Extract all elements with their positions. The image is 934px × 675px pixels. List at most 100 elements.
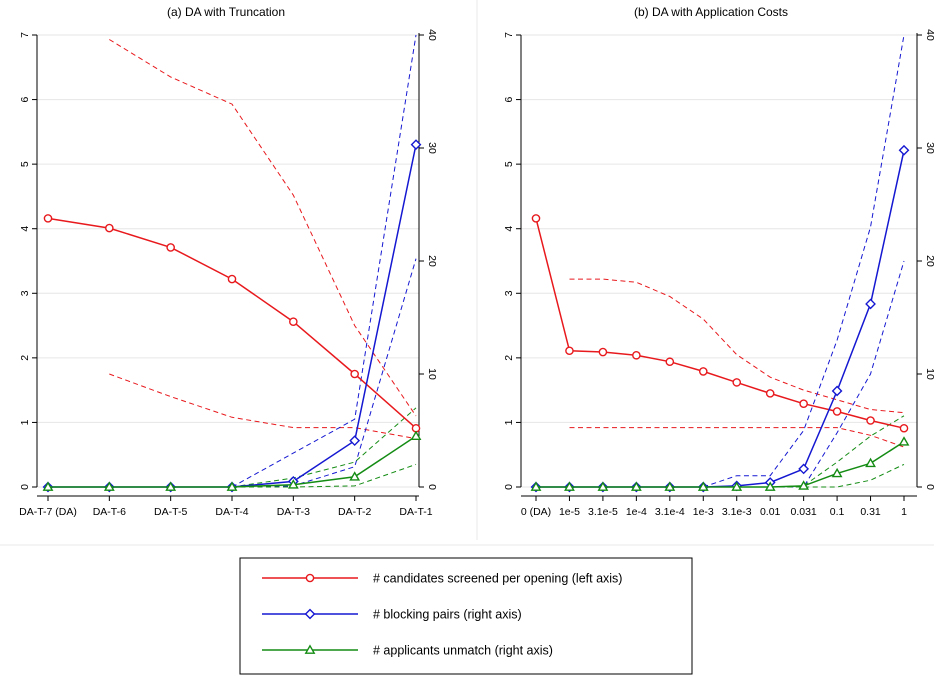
panel-a-series-0-point [350, 369, 359, 379]
panel-a-left-tick-label: 0 [19, 484, 31, 490]
panel-b-series-2-point [564, 481, 575, 491]
panel-b-x-tick-label: 0 (DA) [521, 506, 551, 518]
panel-b-series-1-line [536, 150, 905, 488]
panel-b-series-1-point [831, 385, 843, 397]
panel-b-x-tick-label: 3.1e-4 [655, 506, 685, 518]
panel-a-chart: (a) DA with Truncation 0 1 2 3 4 5 6 7 0 10 20 30 40… [19, 5, 438, 518]
panel-a-left-tick-label: 3 [19, 290, 31, 296]
panel-b-left-tick-label: 3 [503, 290, 515, 296]
panel-a-x-tick-label: DA-T-2 [338, 506, 371, 518]
panel-b-right-tick-label: 30 [924, 142, 934, 154]
panel-b-x-tick-label: 1e-3 [693, 506, 714, 518]
panel-a-series-2-point [165, 481, 177, 491]
panel-b-right-tick-label: 10 [924, 368, 934, 380]
panel-a-series-0-point [289, 317, 298, 326]
panel-a-series-2-point [42, 481, 54, 491]
panel-a-series-2-point [287, 479, 299, 489]
panel-b-left-tick-label: 0 [503, 484, 515, 490]
panel-b-series-0-point [732, 378, 742, 387]
panel-b-x-tick-label: 0.31 [860, 506, 881, 518]
panel-a-left-tick-label: 2 [19, 355, 31, 361]
panel-b-series-2-point [597, 481, 609, 491]
panel-a-x-tick-label: DA-T-1 [399, 506, 432, 518]
panel-a-band-0-upper-line [109, 39, 417, 417]
panel-a-band-2-upper-line [231, 407, 417, 488]
panel-a-band-1-lower-line [231, 258, 417, 488]
panel-b-series-2-point [664, 481, 676, 491]
legend: # candidates screened per opening (left … [239, 557, 693, 675]
panel-a-right-tick-label: 40 [426, 29, 438, 41]
panel-a-band-2-lower-line [232, 463, 417, 488]
panel-b-series-2-point [764, 481, 776, 491]
panel-a-left-tick-label: 5 [19, 161, 31, 167]
panel-b-x-tick-label: 1e-5 [559, 506, 580, 518]
panel-b-series-0-point [832, 407, 842, 416]
panel-b-right-tick-label: 40 [924, 29, 934, 41]
panel-b-series-0-point [866, 416, 875, 425]
panel-b-series-0-point [565, 346, 574, 356]
panel-a-title: (a) DA with Truncation [167, 5, 285, 19]
panel-b-series-0-point [698, 367, 708, 376]
panel-a-x-tick-label: DA-T-3 [277, 506, 310, 518]
panel-b-series-0-point [598, 347, 608, 357]
panel-b-series-2-point [798, 480, 810, 490]
panel-b-series-0-point [632, 350, 641, 360]
panel-b-series-0-point [899, 423, 909, 433]
panel-a-series-2-point [349, 471, 361, 481]
panel-a-series-0-point [166, 243, 175, 252]
panel-b-right-tick-label: 0 [924, 484, 934, 490]
panel-b-band-1-upper-line [703, 34, 905, 488]
panel-a-series-0-point [105, 223, 114, 233]
panel-a-right-tick-label: 10 [426, 368, 438, 380]
panel-b-series-2-line [536, 441, 905, 488]
panel-b-series-2-point [731, 481, 743, 491]
panel-b-chart: (b) DA with Application Costs 0 1 2 3 4 5 6 7 0 1… [503, 5, 934, 518]
panel-b-left-tick-label: 5 [503, 161, 515, 167]
panel-b-band-1-lower-line [703, 260, 905, 488]
panel-b-series-2-point [831, 467, 843, 478]
legend-entry-1-label: # blocking pairs (right axis) [373, 608, 522, 622]
panel-b-series-0-point [665, 357, 675, 367]
panel-a-x-tick-label: DA-T-7 (DA) [19, 506, 77, 518]
panel-a-band-0-lower-line [109, 373, 417, 440]
legend-entry-0-marker [305, 573, 315, 583]
legend-entry-2-label: # applicants unmatch (right axis) [373, 644, 553, 658]
panel-b-series-2-point [865, 457, 876, 468]
panel-b-band-2-upper-line [770, 415, 905, 488]
panel-a-series-1-line [48, 144, 417, 488]
legend-entry-0-label: # candidates screened per opening (left … [373, 572, 622, 586]
legend-entry-1-marker [304, 608, 316, 620]
panel-a-left-tick-label: 4 [19, 226, 31, 232]
panel-b-x-tick-label: 3.1e-3 [722, 506, 752, 518]
panel-b-title: (b) DA with Application Costs [634, 5, 788, 19]
panel-b-x-tick-label: 0.1 [830, 506, 845, 518]
panel-a-x-tick-label: DA-T-6 [93, 506, 126, 518]
panel-a-x-tick-label: DA-T-5 [154, 506, 187, 518]
panel-b-x-tick-label: 1e-4 [626, 506, 647, 518]
panel-a-series-1-point [410, 139, 422, 150]
panel-b-left-tick-label: 7 [503, 32, 515, 38]
panel-a-left-tick-label: 6 [19, 96, 31, 102]
panel-a-series-2-point [103, 481, 115, 491]
panel-b-series-1-point [898, 144, 910, 156]
panel-b-right-tick-label: 20 [924, 255, 934, 267]
panel-b-series-1-point [798, 463, 810, 475]
panel-b-series-0-line [535, 218, 905, 429]
panel-b-x-tick-label: 0.01 [760, 506, 781, 518]
panel-a-series-0-point [43, 214, 53, 223]
panel-b-x-tick-label: 0.031 [790, 506, 816, 518]
legend-entry-2-marker [304, 644, 316, 654]
panel-a-band-1-upper-line [231, 34, 417, 488]
panel-b-left-tick-label: 2 [503, 355, 515, 361]
panel-a-series-2-point [410, 430, 422, 440]
panel-a-right-tick-label: 0 [426, 484, 438, 490]
panel-b-series-2-point [630, 481, 642, 491]
panel-b-left-tick-label: 6 [503, 96, 515, 102]
panel-b-x-tick-label: 3.1e-5 [588, 506, 618, 518]
panel-b-series-0-point [531, 214, 541, 223]
panel-a-series-0-point [227, 274, 237, 284]
panel-a-series-1-point [349, 435, 361, 447]
panel-b-band-2-lower-line [770, 463, 905, 488]
panel-b-left-tick-label: 1 [503, 419, 515, 425]
